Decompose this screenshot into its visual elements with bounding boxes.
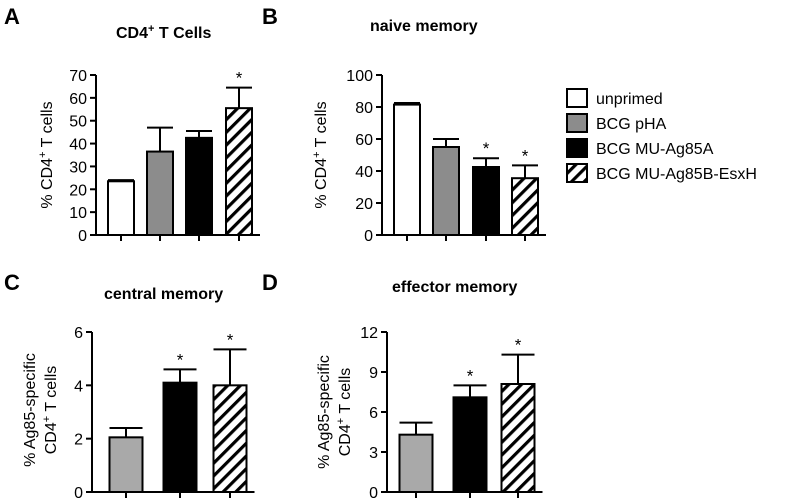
panel-d-bar-1 [452, 396, 488, 494]
panel-b-bar-3 [511, 177, 539, 236]
panel-a-ytick-label-1: 10 [69, 205, 87, 222]
panel-a-title-rest: T Cells [154, 25, 211, 42]
panel-d-significance-star-2: * [515, 336, 522, 355]
chart-panel-c: 0 2 4 6 * * [74, 325, 255, 502]
panel-d-ylabel: % Ag85-specific CD4+ T cells [316, 355, 354, 469]
panel-c-bar-0 [108, 436, 144, 494]
panel-b-bar-2 [472, 166, 500, 236]
legend-label-2: BCG MU-Ag85A [596, 141, 714, 158]
panel-d-ytick-label-2: 6 [369, 405, 378, 422]
panel-letter-a: A [4, 4, 20, 29]
panel-c-ytick-label-1: 2 [74, 432, 83, 449]
panel-c-significance-star-1: * [177, 350, 184, 369]
panel-letter-c: C [4, 270, 20, 295]
svg-text:CD4+ T cells: CD4+ T cells [335, 368, 354, 457]
panel-c-ytick-label-0: 0 [74, 485, 83, 502]
panel-a-ytick-label-7: 70 [69, 68, 87, 85]
panel-d-bar-0 [398, 433, 434, 493]
panel-d-title: effector memory [392, 279, 517, 296]
legend-label-1: BCG pHA [596, 116, 667, 133]
panel-b-ytick-label-5: 100 [346, 68, 373, 85]
panel-c-bar-1 [162, 381, 198, 493]
panel-a-title: CD4+ T Cells [116, 23, 211, 42]
panel-b-ytick-label-2: 40 [355, 164, 373, 181]
panel-b-ytick-label-0: 0 [364, 228, 373, 245]
panel-b-ytick-label-4: 80 [355, 100, 373, 117]
panel-a-ytick-label-3: 30 [69, 159, 87, 176]
panel-c-title: central memory [104, 286, 223, 303]
panel-b-significance-star-3: * [522, 146, 529, 165]
panel-a-ytick-label-0: 0 [78, 228, 87, 245]
panel-c-ytick-label-2: 4 [74, 378, 83, 395]
panel-letter-d: D [262, 270, 278, 295]
legend-swatch-0 [566, 88, 588, 108]
panel-a-bar-3 [225, 107, 253, 236]
panel-d-significance-star-1: * [467, 366, 474, 385]
panel-b-bar-0 [393, 103, 421, 236]
panel-d-ytick-label-1: 3 [369, 445, 378, 462]
panel-a-bar-2 [185, 136, 213, 237]
panel-c-significance-star-2: * [227, 330, 234, 349]
panel-a-bar-0 [107, 180, 135, 237]
panel-a-ytick-label-6: 60 [69, 91, 87, 108]
panel-b-ylabel: % CD4+ T cells [311, 101, 330, 208]
panel-a-ytick-label-4: 40 [69, 137, 87, 154]
panel-letter-b: B [262, 4, 278, 29]
panel-a-ylabel: % CD4+ T cells [37, 101, 56, 208]
panel-d-ytick-label-4: 12 [360, 325, 378, 342]
panel-c-ytick-label-3: 6 [74, 325, 83, 342]
panel-b-ytick-label-1: 20 [355, 196, 373, 213]
panel-b-title: naive memory [370, 18, 478, 35]
chart-panel-b: 0 20 40 60 80 100 * * [346, 68, 546, 245]
legend-swatch-2 [566, 138, 588, 158]
panel-d-bar-2 [500, 383, 536, 493]
svg-text:CD4+ T cells: CD4+ T cells [41, 366, 60, 455]
panel-c-ylabel: % Ag85-specific CD4+ T cells [22, 353, 60, 467]
legend-swatch-3 [566, 163, 588, 183]
panel-a-ytick-label-2: 20 [69, 182, 87, 199]
chart-panel-a: 0 10 20 30 40 50 60 70 * [69, 68, 260, 245]
panel-a-bar-1 [146, 150, 174, 236]
panel-b-ytick-label-3: 60 [355, 132, 373, 149]
panel-c-bar-2 [212, 384, 248, 494]
panel-d-ytick-label-0: 0 [369, 485, 378, 502]
panel-a-significance-star-3: * [236, 69, 243, 88]
legend-label-3: BCG MU-Ag85B-EsxH [596, 166, 757, 183]
svg-text:% Ag85-specific: % Ag85-specific [22, 353, 39, 467]
panel-a-ytick-label-5: 50 [69, 114, 87, 131]
chart-panel-d: 0 3 6 9 12 * * [360, 325, 543, 502]
panel-a-title-main: CD4 [116, 25, 148, 42]
legend-label-0: unprimed [596, 91, 663, 108]
panel-b-significance-star-2: * [483, 139, 490, 158]
panel-b-bar-1 [432, 146, 460, 236]
panel-d-ytick-label-3: 9 [369, 365, 378, 382]
panel-a-title-sup: + [148, 23, 154, 35]
legend: unprimed BCG pHA BCG MU-Ag85A BCG MU-Ag85B-… [566, 88, 757, 183]
svg-text:% Ag85-specific: % Ag85-specific [316, 355, 333, 469]
legend-swatch-1 [566, 113, 588, 133]
